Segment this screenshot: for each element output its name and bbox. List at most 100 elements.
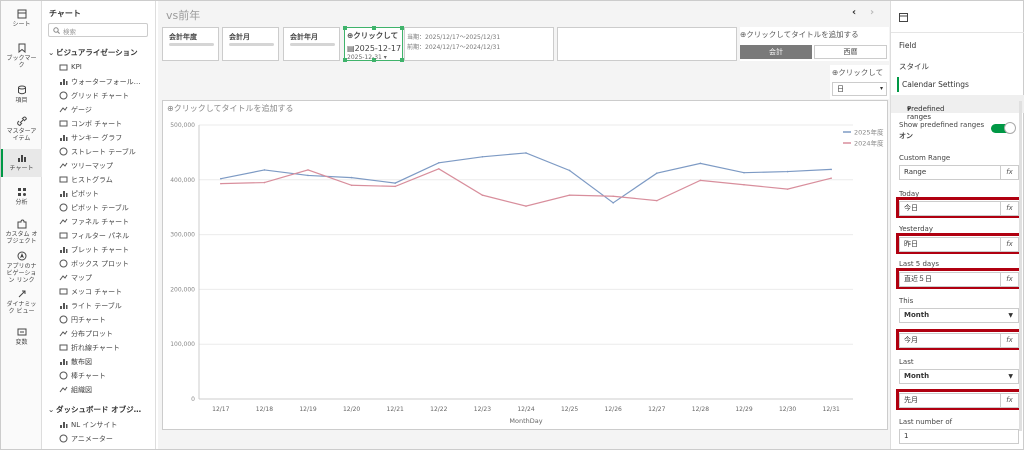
resize-handle[interactable] bbox=[343, 58, 347, 62]
resize-handle[interactable] bbox=[372, 26, 376, 30]
resize-handle[interactable] bbox=[343, 26, 347, 30]
filter-fiscal-year[interactable]: 会計年度 bbox=[162, 27, 219, 61]
x-tick-label: 12/17 bbox=[212, 406, 229, 413]
tab-calendar-settings[interactable]: Calendar Settings bbox=[897, 77, 1021, 92]
properties-icon[interactable] bbox=[899, 13, 908, 22]
filter-fiscal-yearmonth[interactable]: 会計年月 bbox=[283, 27, 340, 61]
last-value-input[interactable]: 先月 fx bbox=[899, 393, 1019, 408]
dashboard-object-item[interactable]: アニメーター bbox=[59, 432, 153, 445]
tab-field[interactable]: Field bbox=[899, 41, 917, 50]
chart-type-item[interactable]: ツリーマップ bbox=[59, 159, 153, 172]
chart-type-icon bbox=[59, 176, 68, 183]
chart-type-item[interactable]: ピボット bbox=[59, 187, 153, 200]
rail-dynamic[interactable]: ダイナミッ ク ビュー bbox=[1, 289, 42, 315]
chart-type-label: 棒チャート bbox=[71, 372, 106, 380]
chart-type-item[interactable]: 棒チャート bbox=[59, 369, 153, 382]
chart-type-item[interactable]: 折れ線チャート bbox=[59, 341, 153, 354]
chart-type-item[interactable]: ライト テーブル bbox=[59, 299, 153, 312]
group-dashboard[interactable]: ⌄ ダッシュボード オブジ… bbox=[48, 404, 141, 415]
chart-type-item[interactable]: 円チャート bbox=[59, 313, 153, 326]
rail-custom[interactable]: カスタム オ ブジェクト bbox=[1, 219, 42, 245]
chart-type-item[interactable]: ファネル チャート bbox=[59, 215, 153, 228]
rail-charts[interactable]: チャート bbox=[1, 149, 42, 177]
dropdown-title[interactable]: ⊕クリックして bbox=[832, 67, 889, 78]
rail-master[interactable]: マスターア イテム bbox=[1, 116, 42, 142]
expression-button[interactable]: fx bbox=[1000, 394, 1018, 407]
assets-panel: チャート 検索 ⌄ ビジュアライゼーション KPI ウォーターフォール… グリッド チ… bbox=[42, 1, 196, 449]
expression-button[interactable]: fx bbox=[1000, 166, 1018, 179]
chevron-down-icon: ▼ bbox=[1008, 373, 1013, 380]
rail-app-nav[interactable]: アプリのナ ビゲーショ ン リンク bbox=[1, 251, 42, 284]
resize-handle[interactable] bbox=[400, 26, 404, 30]
chart-type-item[interactable]: ウォーターフォール… bbox=[59, 75, 153, 88]
line-chart-panel[interactable]: ⊕クリックしてタイトルを追加する 500,000 400,000 300,000 20… bbox=[162, 100, 888, 430]
show-ranges-label: Show predefined ranges bbox=[899, 121, 985, 129]
expression-button[interactable]: fx bbox=[1000, 334, 1018, 347]
data-point bbox=[699, 179, 702, 182]
rail-bookmark[interactable]: ブックマー ク bbox=[1, 43, 42, 69]
last-number-input[interactable]: 1 bbox=[899, 429, 1019, 444]
granularity-select[interactable]: 日 ▾ bbox=[832, 82, 887, 96]
rail-analysis[interactable]: 分析 bbox=[1, 187, 42, 206]
chart-type-item[interactable]: 散布図 bbox=[59, 355, 153, 368]
rail-sheet[interactable]: シート bbox=[1, 9, 42, 28]
chart-type-icon bbox=[59, 232, 68, 239]
show-ranges-toggle[interactable] bbox=[991, 122, 1016, 134]
chart-type-item[interactable]: サンキー グラフ bbox=[59, 131, 153, 144]
chart-type-item[interactable]: ピボット テーブル bbox=[59, 201, 153, 214]
resize-handle[interactable] bbox=[372, 58, 376, 62]
y-tick-label: 400,000 bbox=[170, 177, 195, 184]
chart-type-item[interactable]: コンボ チャート bbox=[59, 117, 153, 130]
rail-fields[interactable]: 項目 bbox=[1, 85, 42, 104]
chart-type-item[interactable]: マップ bbox=[59, 271, 153, 284]
chart-type-icon bbox=[60, 79, 68, 85]
section-predefined-ranges[interactable]: ▾ Predefined ranges bbox=[891, 95, 1024, 121]
data-point bbox=[481, 194, 484, 196]
properties-scrollbar[interactable] bbox=[1019, 101, 1022, 431]
rail-variables[interactable]: 変数 bbox=[1, 327, 42, 346]
tab-style[interactable]: スタイル bbox=[899, 62, 929, 71]
chart-type-item[interactable]: ゲージ bbox=[59, 103, 153, 116]
custom-range-input[interactable]: Range fx bbox=[899, 165, 1019, 180]
date-picker-title[interactable]: ⊕クリックして bbox=[347, 30, 402, 41]
chart-type-item[interactable]: ストレート テーブル bbox=[59, 145, 153, 158]
chart-type-item[interactable]: メッコ チャート bbox=[59, 285, 153, 298]
chart-type-item[interactable]: KPI bbox=[59, 61, 153, 74]
expression-button[interactable]: fx bbox=[1000, 273, 1018, 286]
chart-title[interactable]: ⊕クリックしてタイトルを追加する bbox=[167, 103, 293, 114]
chart-type-item[interactable]: ブレット チャート bbox=[59, 243, 153, 256]
group-visualization[interactable]: ⌄ ビジュアライゼーション bbox=[48, 47, 138, 58]
expression-button[interactable]: fx bbox=[1000, 238, 1018, 251]
chart-type-item[interactable]: フィルター パネル bbox=[59, 229, 153, 242]
filter-fiscal-month[interactable]: 会計月 bbox=[222, 27, 279, 61]
data-point bbox=[481, 155, 484, 158]
empty-object[interactable] bbox=[557, 27, 737, 61]
this-value-input[interactable]: 今月 fx bbox=[899, 333, 1019, 348]
filter-placeholder-bar bbox=[229, 43, 274, 46]
expression-button[interactable]: fx bbox=[1000, 202, 1018, 215]
toggle-title[interactable]: ⊕クリックしてタイトルを追加する bbox=[740, 29, 859, 40]
fiscal-button[interactable]: 会計 bbox=[740, 45, 812, 59]
previous-sheet-button[interactable]: ‹ bbox=[852, 7, 857, 18]
resize-handle[interactable] bbox=[400, 58, 404, 62]
last5-input[interactable]: 直近５日 fx bbox=[899, 272, 1019, 287]
last-select[interactable]: Month ▼ bbox=[899, 369, 1019, 384]
calendar-year-button[interactable]: 西暦 bbox=[814, 45, 887, 59]
chart-type-item[interactable]: グリッド チャート bbox=[59, 89, 153, 102]
this-select[interactable]: Month ▼ bbox=[899, 308, 1019, 323]
yesterday-input[interactable]: 昨日 fx bbox=[899, 237, 1019, 252]
chart-type-item[interactable]: ボックス プロット bbox=[59, 257, 153, 270]
search-input[interactable]: 検索 bbox=[48, 23, 148, 37]
chart-type-item[interactable]: 組織図 bbox=[59, 383, 153, 396]
chart-type-item[interactable]: 分布プロット bbox=[59, 327, 153, 340]
chart-type-label: ゲージ bbox=[71, 106, 92, 114]
dashboard-object-item[interactable]: NL インサイト bbox=[59, 418, 153, 431]
date-start: 2025-12-17 - bbox=[354, 44, 402, 53]
date-range-picker[interactable]: ⊕クリックして ▤2025-12-17 - 2025-12-31 ▾ bbox=[343, 26, 404, 62]
chart-type-label: ヒストグラム bbox=[71, 176, 113, 184]
chart-type-icon bbox=[59, 120, 68, 127]
line-chart: 500,000 400,000 300,000 200,000 100,000 0 12/1… bbox=[170, 122, 884, 425]
chart-type-item[interactable]: ヒストグラム bbox=[59, 173, 153, 186]
today-input[interactable]: 今日 fx bbox=[899, 201, 1019, 216]
next-sheet-button[interactable]: › bbox=[870, 7, 875, 18]
